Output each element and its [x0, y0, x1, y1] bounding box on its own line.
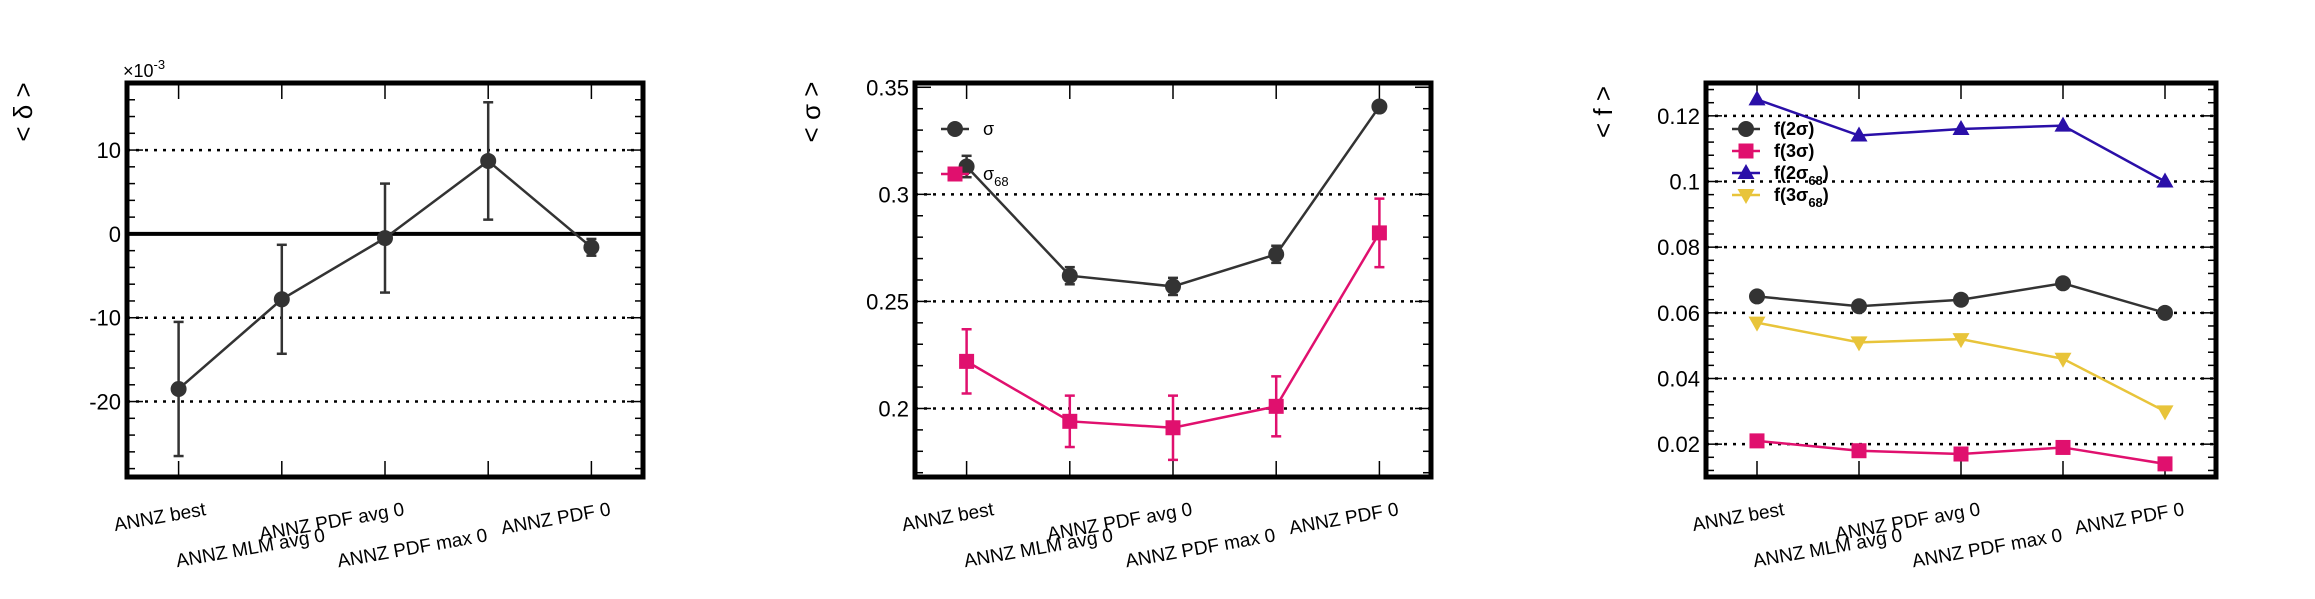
x-category-label: ANNZ PDF 0 — [499, 499, 612, 539]
data-point — [273, 291, 290, 308]
data-point — [2157, 456, 2173, 472]
legend-close-paren: ) — [1823, 163, 1829, 183]
y-tick-label: 0.3 — [878, 182, 909, 207]
data-point — [170, 380, 187, 397]
y-axis-label: < f > — [1588, 86, 1618, 138]
legend-label: f(2σ) — [1774, 119, 1814, 139]
data-point — [1749, 288, 1765, 305]
data-point — [2055, 439, 2071, 455]
data-point — [1953, 446, 1969, 462]
data-point — [1851, 443, 1867, 459]
legend-label: f(3σ68) — [1774, 185, 1829, 210]
series-line — [965, 105, 1381, 288]
data-point — [959, 353, 975, 369]
plot-frame — [1703, 80, 2219, 480]
data-point — [2054, 116, 2072, 132]
y-tick-label: 10 — [97, 138, 121, 163]
legend-label: σ68 — [983, 164, 1009, 189]
legend-marker — [947, 166, 963, 182]
data-point — [2156, 405, 2174, 421]
data-point — [1268, 398, 1284, 414]
axis-scale-label: ×10-3 — [123, 57, 165, 81]
y-tick-label: 0.2 — [878, 396, 909, 421]
data-point — [2156, 172, 2174, 188]
x-category-label: ANNZ PDF avg 0 — [258, 499, 406, 545]
y-tick-label: 0 — [109, 222, 121, 247]
data-point — [1850, 336, 1868, 352]
data-point — [2054, 352, 2072, 368]
y-tick-label: 0.25 — [866, 289, 909, 314]
plot-frame — [124, 80, 646, 480]
x-category-label: ANNZ PDF 0 — [2073, 499, 2186, 539]
y-tick-label: 0.35 — [866, 75, 909, 100]
data-point — [1061, 267, 1078, 284]
legend-marker — [1737, 189, 1755, 204]
data-point — [1748, 316, 1766, 332]
y-tick-label: 0.1 — [1669, 170, 1700, 195]
x-category-label: ANNZ PDF max 0 — [1911, 525, 2064, 572]
series-line — [1756, 98, 2166, 183]
data-point — [2055, 275, 2071, 292]
y-tick-label: -20 — [89, 390, 121, 415]
y-axis-label: < σ > — [796, 82, 826, 143]
legend-subscript: 68 — [1808, 195, 1822, 210]
x-category-label: ANNZ PDF max 0 — [1124, 525, 1277, 572]
data-point — [377, 230, 393, 247]
data-point — [1952, 333, 1970, 349]
legend-marker — [1737, 164, 1755, 179]
legend-marker — [1738, 121, 1754, 137]
data-point — [958, 158, 975, 175]
data-point — [1268, 246, 1285, 263]
y-tick-label: 0.08 — [1657, 235, 1700, 260]
y-tick-label: -10 — [89, 306, 121, 331]
data-point — [1062, 413, 1078, 429]
legend-marker — [947, 121, 963, 137]
chart-panel-3: 0.02 0.04 0.06 0.08 0.1 0.12 < f > ANNZ best ANN… — [1588, 80, 2219, 572]
legend-marker — [1738, 143, 1754, 159]
y-tick-label: 0.12 — [1657, 104, 1700, 129]
legend-label: σ — [983, 119, 994, 139]
legend-subscript: 68 — [994, 174, 1008, 189]
y-tick-label: 0.02 — [1657, 432, 1700, 457]
x-category-label: ANNZ PDF avg 0 — [1834, 499, 1982, 545]
x-category-label: ANNZ best — [112, 499, 208, 536]
data-point — [1851, 298, 1867, 315]
data-point — [1749, 433, 1765, 449]
y-tick-label: 0.04 — [1657, 367, 1700, 392]
data-point — [1748, 90, 1766, 106]
data-point — [583, 239, 600, 256]
x-category-label: ANNZ PDF avg 0 — [1046, 499, 1194, 545]
data-point — [480, 152, 497, 169]
x-category-label: ANNZ PDF 0 — [1287, 499, 1400, 539]
x-category-label: ANNZ PDF max 0 — [336, 525, 489, 572]
data-point — [1371, 98, 1388, 115]
data-point — [1165, 420, 1181, 436]
data-point — [1165, 278, 1181, 295]
axis-scale-exponent: -3 — [154, 57, 166, 72]
legend-subscript: 68 — [1808, 173, 1822, 188]
data-point — [1953, 291, 1969, 308]
x-category-label: ANNZ best — [900, 499, 996, 536]
x-category-label: ANNZ best — [1691, 499, 1787, 536]
plot-frame — [912, 80, 1434, 480]
y-axis-label: < δ > — [8, 82, 38, 141]
legend-label: f(3σ) — [1774, 141, 1814, 161]
data-point — [1371, 225, 1387, 241]
data-point — [1850, 126, 1868, 142]
data-point — [1952, 119, 1970, 135]
data-point — [2157, 304, 2173, 321]
y-tick-label: 0.06 — [1657, 301, 1700, 326]
legend-close-paren: ) — [1823, 185, 1829, 205]
